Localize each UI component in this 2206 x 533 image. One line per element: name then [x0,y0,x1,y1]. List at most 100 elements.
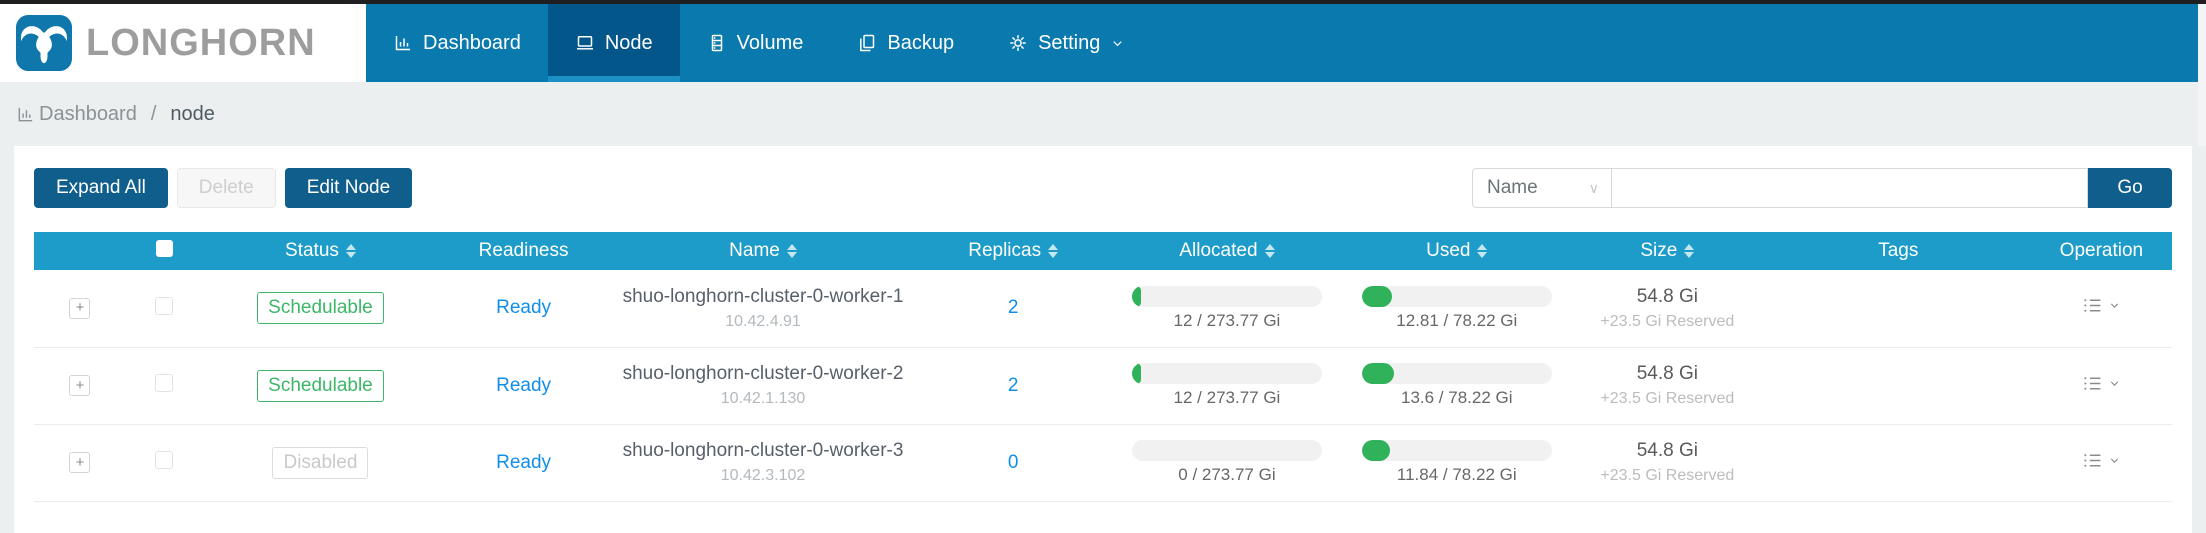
reserved-value: +23.5 Gi Reserved [1600,390,1735,407]
readiness-link[interactable]: Ready [496,451,552,473]
node-ip: 10.42.4.91 [725,312,801,330]
nav-item-dashboard[interactable]: Dashboard [366,4,548,82]
sort-icon [1477,244,1488,258]
header-expand [34,232,126,270]
header-checkbox-cell [125,232,203,270]
nav-item-setting[interactable]: Setting [981,4,1152,82]
row-checkbox[interactable] [155,451,174,469]
search-field-value: Name [1487,177,1538,198]
node-table: Status Readiness Name Replicas Allocated [34,232,2172,502]
brand[interactable]: LONGHORN [0,4,366,82]
database-icon [711,34,722,52]
nav-menu: Dashboard Node Volume Backup [366,4,1152,82]
reserved-value: +23.5 Gi Reserved [1600,312,1735,330]
allocated-label: 12 / 273.77 Gi [1173,310,1281,330]
used-label: 13.6 / 78.22 Gi [1401,388,1513,407]
chevron-down-icon [1113,40,1123,46]
column-header-replicas[interactable]: Replicas [968,240,1059,262]
chevron-down-icon [2110,303,2119,309]
column-header-size[interactable]: Size [1640,240,1695,262]
row-checkbox[interactable] [155,374,174,392]
gear-icon [1010,35,1027,51]
sort-icon [345,244,356,258]
allocated-label: 12 / 273.77 Gi [1173,388,1281,407]
table-body: + Schedulable Ready shuo-longhorn-cluste… [34,270,2172,502]
readiness-link[interactable]: Ready [496,297,552,319]
operation-menu-button[interactable] [2082,295,2121,316]
chevron-down-icon [2110,380,2119,386]
expand-all-button[interactable]: Expand All [34,168,168,208]
node-ip: 10.42.3.102 [720,467,806,484]
node-name: shuo-longhorn-cluster-0-worker-1 [622,285,904,307]
replicas-count-link[interactable]: 2 [1007,374,1019,396]
allocated-progress-fill [1131,363,1142,384]
used-progress-fill [1361,440,1391,461]
used-progress-bar [1361,440,1552,461]
chevron-down-icon [2110,457,2119,463]
used-progress-fill [1361,363,1395,384]
bar-chart-icon [18,107,33,121]
table-row: + Disabled Ready shuo-longhorn-cluster-0… [34,424,2172,502]
row-checkbox[interactable] [155,296,174,315]
nav-item-label: Dashboard [423,31,521,54]
window-top-strip [0,0,2206,4]
node-name: shuo-longhorn-cluster-0-worker-3 [622,440,904,461]
chevron-down-icon: ∨ [1588,179,1599,196]
allocated-progress-bar [1131,440,1322,461]
column-header-tags: Tags [1878,240,1919,261]
allocated-progress-fill [1131,285,1142,307]
column-header-status[interactable]: Status [285,240,356,262]
edit-node-button[interactable]: Edit Node [284,168,413,208]
allocated-label: 0 / 273.77 Gi [1178,465,1276,484]
nav-item-node[interactable]: Node [547,4,680,82]
column-header-name[interactable]: Name [729,240,797,262]
longhorn-logo-icon [16,15,72,71]
table-header-row: Status Readiness Name Replicas Allocated [34,232,2172,270]
search-input[interactable] [1612,168,2088,208]
used-progress-fill [1361,285,1393,307]
breadcrumb-separator: / [150,102,157,125]
used-label: 12.81 / 78.22 Gi [1396,310,1518,330]
replicas-count-link[interactable]: 2 [1007,297,1019,319]
allocated-progress-bar [1131,285,1322,307]
expand-row-button[interactable]: + [69,375,91,396]
size-value: 54.8 Gi [1636,285,1698,307]
readiness-link[interactable]: Ready [496,374,552,396]
used-progress-bar [1361,285,1552,307]
nav-item-volume[interactable]: Volume [680,4,831,82]
table-row: + Schedulable Ready shuo-longhorn-cluste… [34,347,2172,425]
sort-icon [1264,244,1275,258]
used-progress-bar [1361,363,1552,384]
replicas-count-link[interactable]: 0 [1007,451,1019,473]
status-badge: Schedulable [257,369,384,402]
search-field-select[interactable]: Name ∨ [1472,168,1612,208]
nav-item-label: Node [604,31,653,54]
breadcrumb: Dashboard / node [0,82,2206,146]
nav-item-backup[interactable]: Backup [830,4,981,82]
breadcrumb-root[interactable]: Dashboard [39,102,137,125]
used-label: 11.84 / 78.22 Gi [1396,465,1517,484]
select-all-checkbox[interactable] [155,239,173,257]
size-value: 54.8 Gi [1636,440,1698,461]
navbar: LONGHORN Dashboard Node Volume Bac [0,4,2206,146]
laptop-icon [576,36,593,50]
operation-menu-button[interactable] [2082,373,2121,394]
expand-row-button[interactable]: + [69,452,91,473]
column-header-allocated[interactable]: Allocated [1179,240,1275,262]
go-button[interactable]: Go [2088,168,2172,208]
operation-menu-button[interactable] [2082,450,2121,471]
nav-item-label: Volume [736,31,804,54]
allocated-progress-bar [1131,363,1322,384]
table-row: + Schedulable Ready shuo-longhorn-cluste… [34,270,2172,348]
sort-icon [1048,244,1059,258]
column-header-used[interactable]: Used [1426,240,1488,262]
nav-item-label: Backup [887,31,955,54]
expand-row-button[interactable]: + [69,297,91,319]
brand-title: LONGHORN [86,21,316,64]
delete-button[interactable]: Delete [176,168,276,208]
search-bar: Name ∨ Go [1472,168,2172,208]
scrollbar-track[interactable] [2198,4,2206,146]
node-name: shuo-longhorn-cluster-0-worker-2 [622,363,904,384]
status-badge: Disabled [272,446,369,479]
node-ip: 10.42.1.130 [720,390,806,407]
